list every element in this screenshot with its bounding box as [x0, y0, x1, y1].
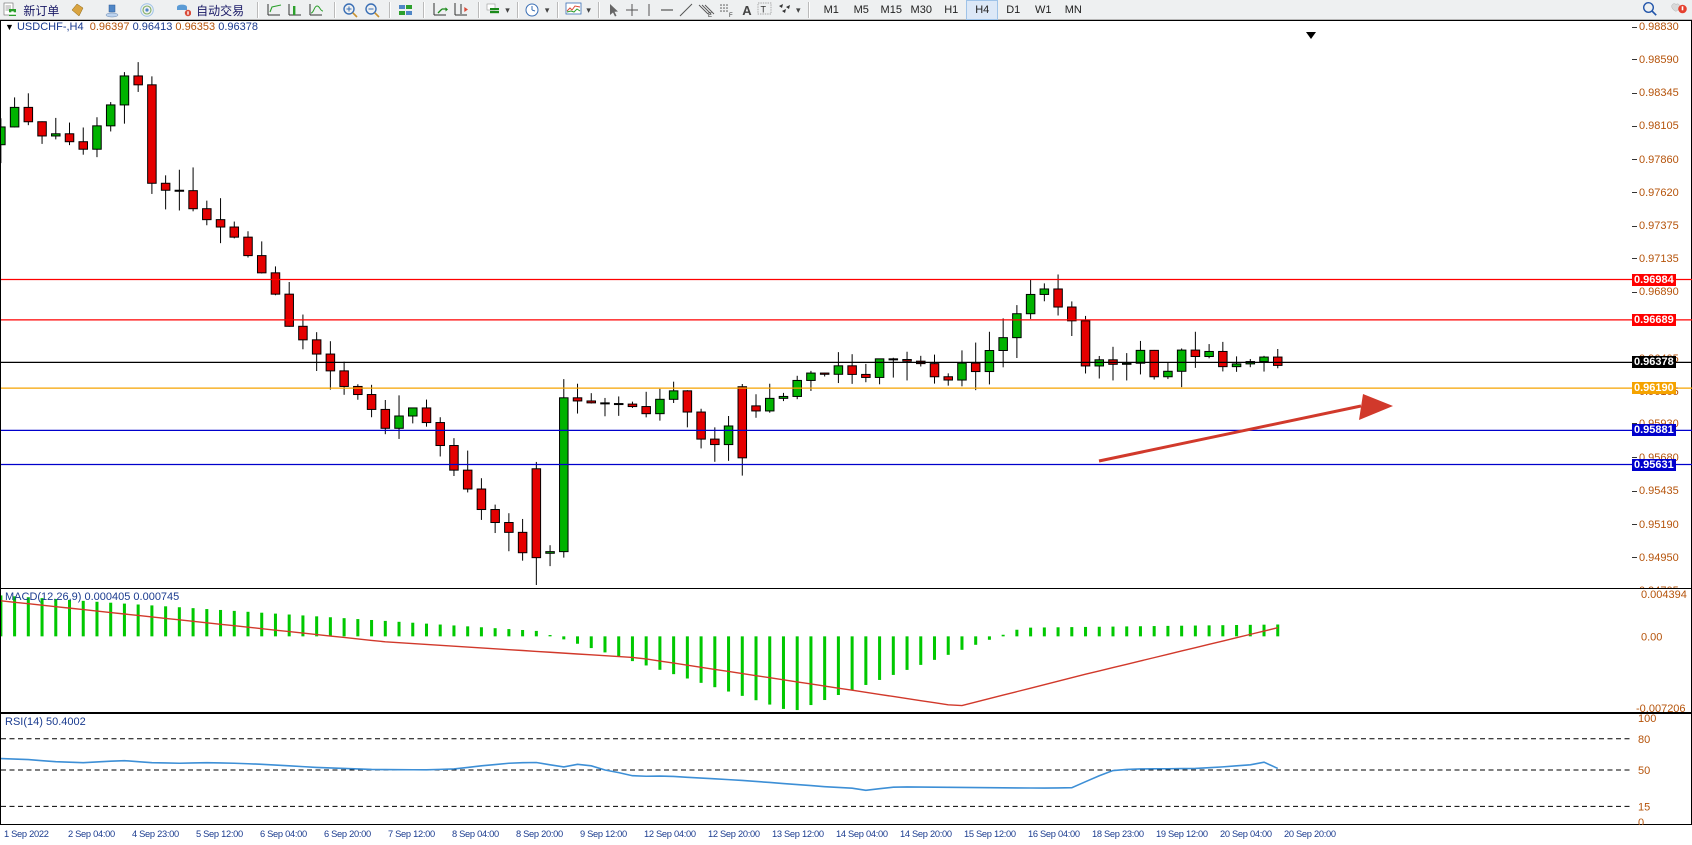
svg-text:4 Sep 23:00: 4 Sep 23:00	[132, 829, 179, 839]
svg-text:5 Sep 12:00: 5 Sep 12:00	[196, 829, 243, 839]
svg-text:0.004394: 0.004394	[1641, 589, 1687, 601]
svg-text:13 Sep 12:00: 13 Sep 12:00	[772, 829, 824, 839]
svg-text:18 Sep 23:00: 18 Sep 23:00	[1092, 829, 1144, 839]
svg-text:9 Sep 12:00: 9 Sep 12:00	[580, 829, 627, 839]
svg-text:0.00: 0.00	[1641, 631, 1662, 643]
svg-text:F: F	[729, 13, 733, 18]
svg-text:80: 80	[1638, 734, 1650, 746]
svg-text:8 Sep 20:00: 8 Sep 20:00	[516, 829, 563, 839]
svg-text:12 Sep 04:00: 12 Sep 04:00	[644, 829, 696, 839]
svg-text:15: 15	[1638, 801, 1650, 813]
svg-text:20 Sep 20:00: 20 Sep 20:00	[1284, 829, 1336, 839]
svg-text:14 Sep 04:00: 14 Sep 04:00	[836, 829, 888, 839]
svg-text:6 Sep 20:00: 6 Sep 20:00	[324, 829, 371, 839]
svg-text:2 Sep 04:00: 2 Sep 04:00	[68, 829, 115, 839]
svg-text:15 Sep 12:00: 15 Sep 12:00	[964, 829, 1016, 839]
svg-text:T: T	[761, 5, 767, 15]
svg-text:50: 50	[1638, 765, 1650, 777]
svg-text:19 Sep 12:00: 19 Sep 12:00	[1156, 829, 1208, 839]
svg-text:E: E	[708, 13, 712, 18]
svg-text:100: 100	[1638, 714, 1656, 725]
svg-text:RSI(14) 50.4002: RSI(14) 50.4002	[5, 716, 86, 728]
svg-text:6 Sep 04:00: 6 Sep 04:00	[260, 829, 307, 839]
svg-text:8 Sep 04:00: 8 Sep 04:00	[452, 829, 499, 839]
svg-text:12 Sep 20:00: 12 Sep 20:00	[708, 829, 760, 839]
svg-text:7 Sep 12:00: 7 Sep 12:00	[388, 829, 435, 839]
svg-text:MACD(12,26,9) 0.000405 0.00074: MACD(12,26,9) 0.000405 0.000745	[5, 591, 179, 603]
svg-text:20 Sep 04:00: 20 Sep 04:00	[1220, 829, 1272, 839]
svg-text:1 Sep 2022: 1 Sep 2022	[4, 829, 49, 839]
svg-text:14 Sep 20:00: 14 Sep 20:00	[900, 829, 952, 839]
svg-text:16 Sep 04:00: 16 Sep 04:00	[1028, 829, 1080, 839]
